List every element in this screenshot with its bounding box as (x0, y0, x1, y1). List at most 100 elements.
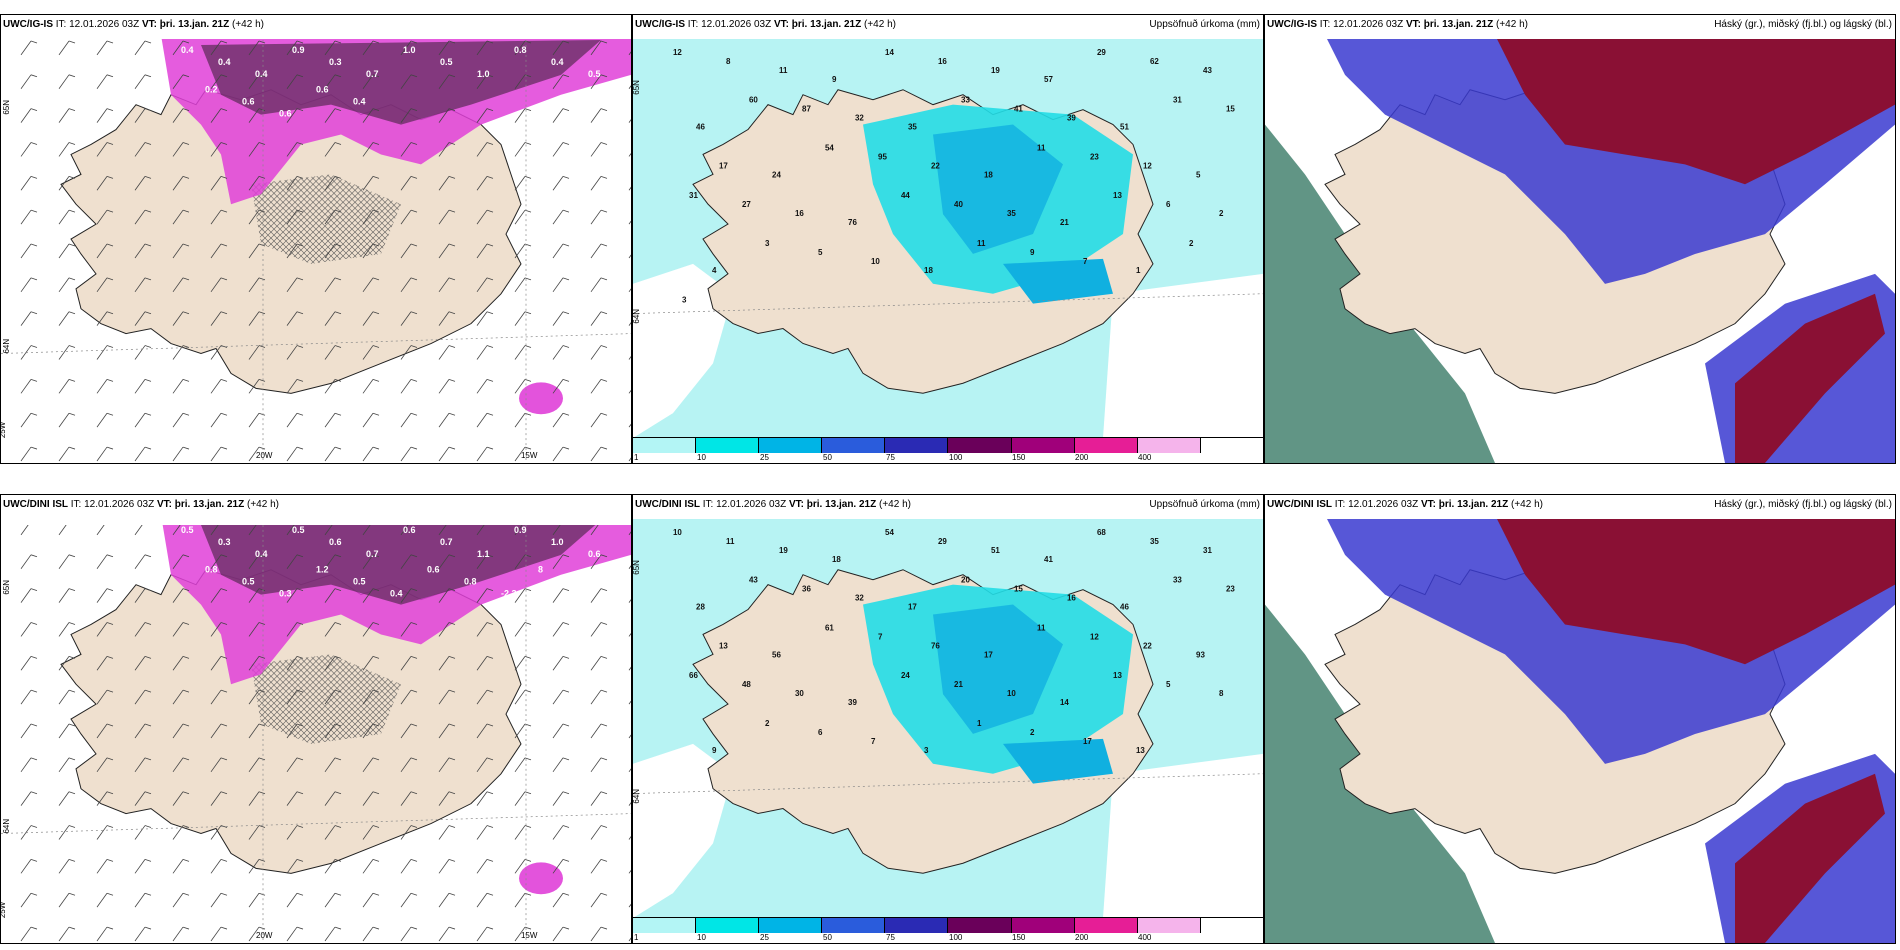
precip-value-label: 0.3 (279, 589, 292, 599)
map-svg: 20W 15W 25W 65N 64N 0.4 0.4 0.4 0.9 0.3 0.7 1.0 0.5 1… (1, 35, 631, 463)
precip-value-label: 46 (696, 123, 705, 132)
precip-value-label: 20 (961, 576, 970, 585)
colorbar-label (1200, 933, 1263, 943)
precip-value-label: 5 (818, 248, 823, 257)
precip-value-label: 0.6 (242, 97, 255, 107)
precip-value-label: 13 (719, 641, 728, 650)
precip-value-label: 33 (1173, 576, 1182, 585)
precip-value-label: 0.7 (366, 549, 379, 559)
colorbar-label: 100 (949, 933, 963, 942)
precip-value-label: 11 (726, 537, 735, 546)
colorbar-swatch (1074, 438, 1138, 453)
precip-value-label: 0.7 (440, 537, 453, 547)
colorbar-swatch (1011, 918, 1075, 933)
map-area[interactable]: 65N 64N 10 11 19 18 54 29 51 41 68 35 31 28 43 36 32 17 20… (633, 515, 1263, 918)
precip-value-label: 9 (832, 75, 837, 84)
precip-value-label: 40 (954, 200, 963, 209)
precip-value-label: 8 (726, 57, 731, 66)
precip-value-label: 10 (673, 528, 682, 537)
precip-value-label: 19 (779, 546, 788, 555)
map-area[interactable]: 20W 15W 25W 65N 64N 0.4 0.4 0.4 0.9 0.3 0.7 1.0 0.5 1… (1, 35, 631, 463)
precip-value-label: 6 (1166, 200, 1171, 209)
precip-value-label: 4 (712, 266, 717, 275)
precip-value-label: 21 (954, 680, 963, 689)
precip-value-label: 2 (765, 719, 770, 728)
precip-value-label: 16 (795, 209, 804, 218)
precip-value-label: 0.5 (353, 577, 366, 587)
precip-value-label: 6 (818, 728, 823, 737)
map-area[interactable] (1265, 515, 1895, 943)
precip-value-label: 13 (1113, 191, 1122, 200)
colorbar-label: 25 (760, 453, 769, 462)
precip-value-label: 9 (1030, 248, 1035, 257)
precip-value-label: 0.8 (514, 45, 527, 55)
panel-right-title: Uppsöfnuð úrkoma (mm) (1149, 19, 1260, 30)
precip-value-label: 0.7 (366, 69, 379, 79)
precip-value-label: -2.3 (501, 589, 517, 599)
axis-label: 65N (2, 580, 11, 595)
precip-value-label: 0.4 (181, 45, 194, 55)
panel-header: UWC/DINI ISL IT: 12.01.2026 03Z VT: þri.… (1265, 495, 1895, 519)
colorbar-swatch (885, 438, 949, 453)
precip-value-label: 13 (1136, 746, 1145, 755)
precip-value-label: 9 (712, 746, 717, 755)
precip-value-label: 35 (1007, 209, 1016, 218)
map-area[interactable]: 20W 15W 25W 65N 64N 0.5 0.3 0.4 0.5 0.6 0.7 0.6 0.7 1… (1, 515, 631, 943)
map-svg: 20W 15W 25W 65N 64N 0.5 0.3 0.4 0.5 0.6 0.7 0.6 0.7 1… (1, 515, 631, 943)
panel-wind-igis: UWC/IG-IS IT: 12.01.2026 03Z VT: þri. 13… (0, 14, 632, 464)
map-area[interactable] (1265, 35, 1895, 463)
precip-value-label: 10 (1007, 689, 1016, 698)
precip-value-label: 0.5 (588, 69, 601, 79)
precip-value-label: 48 (742, 680, 751, 689)
precip-value-label: 21 (1060, 218, 1069, 227)
precip-value-label: 0.4 (390, 589, 403, 599)
colorbar-swatch (633, 438, 697, 453)
panel-header: UWC/IG-IS IT: 12.01.2026 03Z VT: þri. 13… (1, 15, 631, 39)
precip-value-label: 31 (1173, 96, 1182, 105)
precip-value-label: 35 (908, 123, 917, 132)
precip-value-label: 43 (1203, 66, 1212, 75)
precip-value-label: 0.4 (551, 57, 564, 67)
precip-value-label: 13 (1113, 671, 1122, 680)
precip-value-label: 0.4 (255, 69, 268, 79)
precip-value-label: 7 (1083, 257, 1088, 266)
precip-value-label: 8 (538, 565, 543, 575)
colorbar-labels: 1 10 25 50 75 100 150 200 400 (633, 933, 1263, 943)
map-svg (1265, 515, 1895, 943)
precip-value-label: 0.6 (316, 85, 329, 95)
precip-value-label: 12 (1143, 161, 1152, 170)
precip-value-label: 66 (689, 671, 698, 680)
colorbar: 1 10 25 50 75 100 150 200 400 (633, 917, 1263, 943)
panel-header: UWC/IG-IS IT: 12.01.2026 03Z VT: þri. 13… (1265, 15, 1895, 39)
map-area[interactable]: 65N 64N 12 8 11 9 14 16 19 57 29 62 43 46 60 87 32 35 33 41… (633, 35, 1263, 438)
colorbar-label: 75 (886, 933, 895, 942)
precip-value-label: 3 (765, 239, 770, 248)
colorbar-swatch (948, 918, 1012, 933)
precip-value-label: 46 (1120, 603, 1129, 612)
colorbar-label: 100 (949, 453, 963, 462)
colorbar: 1 10 25 50 75 100 150 200 400 (633, 437, 1263, 463)
precip-value-label: 56 (772, 650, 781, 659)
panel-header: UWC/DINI ISL IT: 12.01.2026 03Z VT: þri.… (1, 495, 631, 525)
precip-value-label: 14 (885, 48, 894, 57)
colorbar-label: 400 (1138, 933, 1152, 942)
precip-value-label: 5 (1196, 170, 1201, 179)
precip-value-label: 1.0 (477, 69, 490, 79)
precip-value-label: 60 (749, 96, 758, 105)
precip-value-label: 7 (878, 632, 883, 641)
colorbar-swatch (822, 438, 886, 453)
precip-value-label: 11 (1037, 623, 1046, 632)
colorbar-swatch (759, 438, 823, 453)
precip-value-label: 0.2 (205, 85, 218, 95)
cloud-layer (1265, 35, 1895, 463)
precip-value-label: 0.5 (181, 525, 194, 535)
precip-value-label: 54 (825, 143, 834, 152)
precip-value-label: 0.5 (292, 525, 305, 535)
cloud-layer (1265, 515, 1895, 943)
precip-value-label: 2 (1030, 728, 1035, 737)
precip-value-label: 18 (924, 266, 933, 275)
colorbar-label (1200, 453, 1263, 463)
colorbar-label: 200 (1075, 453, 1089, 462)
precip-value-label: 33 (961, 96, 970, 105)
precip-value-label: 1 (1136, 266, 1141, 275)
